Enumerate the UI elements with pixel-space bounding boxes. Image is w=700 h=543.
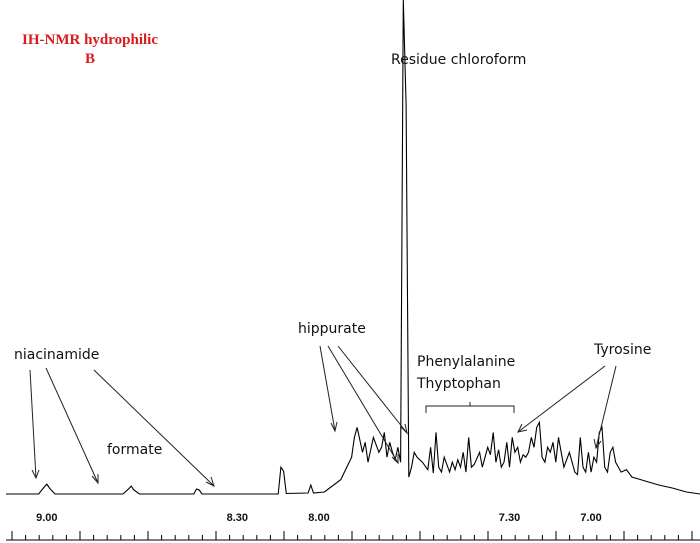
arrowhead-tyrosine-1 [517,423,528,433]
bracket-phenylalanine [425,405,515,413]
annotation-thyptophan: Thyptophan [416,376,501,392]
arrowhead-hippurate-3 [400,423,408,435]
x-tick-label: 8.00 [308,512,329,524]
arrow-niacinamide-3 [93,369,215,487]
annotation-formate: formate [107,442,162,458]
x-tick-label: 8.30 [227,512,248,524]
annotation-phenylalanine: Phenylalanine [417,354,515,370]
spectrum-series-line [6,0,700,495]
arrowhead-niacinamide-1 [31,469,40,480]
arrow-niacinamide-1 [29,369,37,479]
annotation-residue-chloroform: Residue chloroform [391,52,526,68]
annotation-arrows [29,345,617,487]
arrowhead-niacinamide-3 [205,476,215,487]
annotation-hippurate: hippurate [298,321,366,337]
ruler-ticks [11,531,693,540]
arrowhead-hippurate-1 [330,421,338,433]
annotation-niacinamide: niacinamide [14,347,99,363]
arrowhead-hippurate-2 [391,454,399,465]
x-tick-labels: 9.00 8.30 8.00 7.30 7.00 [36,512,602,524]
x-tick-label: 9.00 [36,512,57,524]
arrow-hippurate-1 [319,345,336,432]
arrowhead-niacinamide-2 [91,474,99,485]
arrow-tyrosine-1 [517,365,606,433]
x-tick-label: 7.00 [580,512,601,524]
annotation-tyrosine: Tyrosine [593,342,651,358]
arrowhead-tyrosine-2 [593,438,602,450]
arrow-hippurate-3 [337,345,408,434]
x-tick-label: 7.30 [499,512,520,524]
arrow-hippurate-2 [327,345,399,464]
arrow-tyrosine-2 [595,365,617,449]
chart-subtitle: B [85,51,95,67]
chart-title: IH-NMR hydrophilic [22,32,158,48]
arrow-niacinamide-2 [45,367,99,484]
